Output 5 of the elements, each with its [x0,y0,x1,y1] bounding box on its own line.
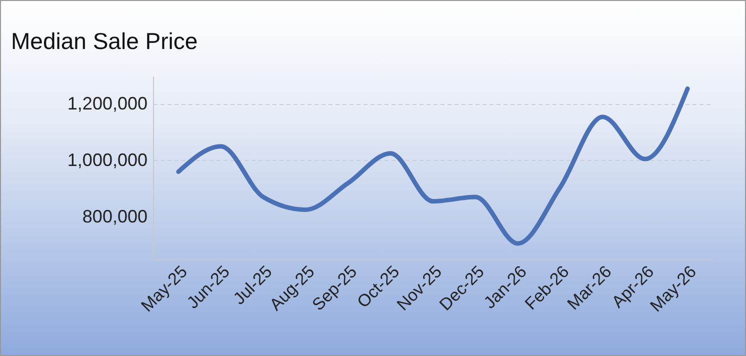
y-tick-label: 1,000,000 [67,150,148,170]
y-tick-label: 1,200,000 [67,94,148,114]
chart-title: Median Sale Price [11,28,198,54]
y-tick-label: 800,000 [82,206,148,226]
line-series [176,86,690,246]
